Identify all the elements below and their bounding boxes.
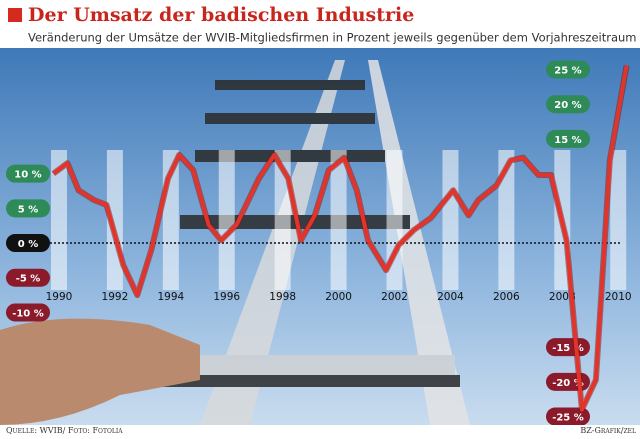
x-tick-label: 2004 bbox=[437, 291, 464, 303]
series-line bbox=[52, 65, 629, 412]
grid-stripe bbox=[442, 150, 459, 290]
y-tick-pill bbox=[6, 164, 50, 183]
grid-stripe bbox=[498, 150, 515, 290]
chart-subtitle: Veränderung der Umsätze der WVIB-Mitglie… bbox=[28, 31, 637, 45]
y-tick-pill bbox=[6, 234, 50, 253]
y-tick-label: 15 % bbox=[554, 135, 581, 146]
source: Quelle: WVIB/ Foto: Fotolia bbox=[6, 426, 123, 435]
x-tick-label: 2010 bbox=[605, 291, 632, 303]
y-tick-label: 25 % bbox=[554, 66, 581, 77]
x-tick-label: 2002 bbox=[381, 291, 408, 303]
grid-stripe bbox=[330, 150, 347, 290]
credit: BZ-Grafik/zel bbox=[580, 426, 636, 435]
grid-stripe bbox=[218, 150, 235, 290]
title-marker bbox=[8, 8, 22, 22]
y-tick-label: -20 % bbox=[552, 378, 584, 389]
grid-stripe bbox=[610, 150, 627, 290]
y-tick-pill bbox=[6, 268, 50, 287]
grid-stripe bbox=[50, 150, 67, 290]
y-tick-label: 10 % bbox=[14, 170, 41, 181]
y-tick-label: -10 % bbox=[12, 308, 44, 319]
footer-bg bbox=[0, 425, 640, 439]
x-tick-label: 1996 bbox=[213, 291, 240, 303]
y-tick-pill bbox=[546, 95, 590, 114]
y-tick-label: -5 % bbox=[16, 274, 41, 285]
chart-title: Der Umsatz der badischen Industrie bbox=[28, 4, 414, 26]
x-tick-label: 1990 bbox=[46, 291, 73, 303]
x-tick-label: 2000 bbox=[325, 291, 352, 303]
x-tick-label: 1994 bbox=[157, 291, 184, 303]
y-tick-label: 0 % bbox=[18, 239, 38, 250]
hand bbox=[0, 318, 200, 425]
y-tick-label: -15 % bbox=[552, 343, 584, 354]
x-tick-label: 1998 bbox=[269, 291, 296, 303]
y-tick-pill bbox=[6, 303, 50, 322]
x-tick-label: 2006 bbox=[493, 291, 520, 303]
y-tick-pill bbox=[546, 60, 590, 79]
y-tick-pill bbox=[546, 129, 590, 148]
y-tick-label: -25 % bbox=[552, 413, 584, 424]
y-tick-pill bbox=[546, 407, 590, 426]
y-tick-label: 5 % bbox=[18, 204, 38, 215]
x-tick-label: 1992 bbox=[102, 291, 129, 303]
y-tick-label: 20 % bbox=[554, 100, 581, 111]
y-tick-pill bbox=[6, 199, 50, 218]
